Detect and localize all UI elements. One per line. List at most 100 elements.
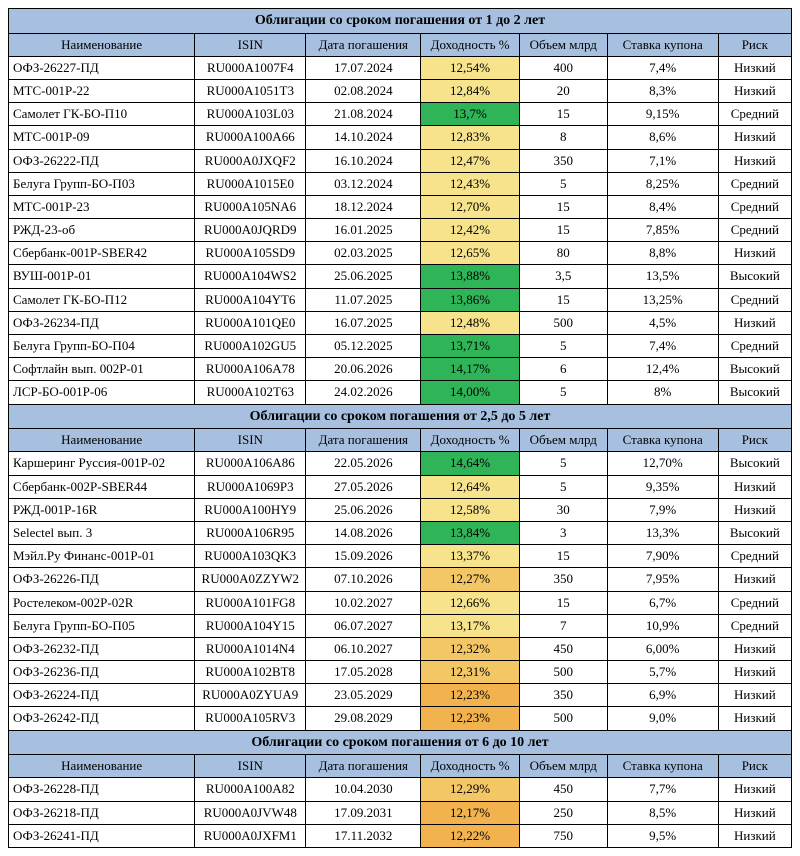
- column-header: Дата погашения: [306, 429, 421, 452]
- cell-date: 07.10.2026: [306, 568, 421, 591]
- column-header: Объем млрд: [519, 755, 607, 778]
- section-header: Облигации со сроком погашения от 1 до 2 …: [9, 9, 792, 34]
- cell-yield: 12,17%: [421, 801, 519, 824]
- cell-isin: RU000A105NA6: [195, 195, 306, 218]
- cell-name: ОФЗ-26218-ПД: [9, 801, 195, 824]
- cell-coupon: 7,4%: [607, 56, 718, 79]
- cell-yield: 12,31%: [421, 661, 519, 684]
- cell-date: 06.10.2027: [306, 637, 421, 660]
- cell-name: ОФЗ-26227-ПД: [9, 56, 195, 79]
- cell-yield: 13,84%: [421, 521, 519, 544]
- cell-risk: Высокий: [718, 265, 791, 288]
- cell-name: Selectel вып. 3: [9, 521, 195, 544]
- cell-volume: 5: [519, 335, 607, 358]
- cell-risk: Средний: [718, 545, 791, 568]
- column-header-row: НаименованиеISINДата погашенияДоходность…: [9, 429, 792, 452]
- cell-date: 06.07.2027: [306, 614, 421, 637]
- cell-risk: Средний: [718, 172, 791, 195]
- cell-risk: Средний: [718, 288, 791, 311]
- table-row: ОФЗ-26227-ПДRU000A1007F417.07.202412,54%…: [9, 56, 792, 79]
- cell-yield: 13,88%: [421, 265, 519, 288]
- cell-coupon: 7,9%: [607, 498, 718, 521]
- cell-risk: Высокий: [718, 358, 791, 381]
- cell-yield: 12,48%: [421, 311, 519, 334]
- table-row: РЖД-001Р-16RRU000A100HY925.06.202612,58%…: [9, 498, 792, 521]
- cell-date: 18.12.2024: [306, 195, 421, 218]
- cell-coupon: 13,3%: [607, 521, 718, 544]
- cell-isin: RU000A0JXQF2: [195, 149, 306, 172]
- cell-volume: 20: [519, 79, 607, 102]
- cell-name: Белуга Групп-БО-П03: [9, 172, 195, 195]
- cell-name: ОФЗ-26242-ПД: [9, 707, 195, 730]
- cell-name: МТС-001Р-22: [9, 79, 195, 102]
- cell-yield: 12,32%: [421, 637, 519, 660]
- table-row: ОФЗ-26226-ПДRU000A0ZZYW207.10.202612,27%…: [9, 568, 792, 591]
- column-header: ISIN: [195, 429, 306, 452]
- column-header: Риск: [718, 33, 791, 56]
- cell-name: ОФЗ-26236-ПД: [9, 661, 195, 684]
- cell-volume: 5: [519, 475, 607, 498]
- cell-yield: 12,83%: [421, 126, 519, 149]
- cell-isin: RU000A104WS2: [195, 265, 306, 288]
- cell-risk: Низкий: [718, 778, 791, 801]
- cell-coupon: 6,9%: [607, 684, 718, 707]
- cell-coupon: 9,5%: [607, 824, 718, 847]
- cell-volume: 350: [519, 568, 607, 591]
- cell-coupon: 7,90%: [607, 545, 718, 568]
- cell-risk: Низкий: [718, 126, 791, 149]
- column-header-row: НаименованиеISINДата погашенияДоходность…: [9, 755, 792, 778]
- cell-isin: RU000A0JVW48: [195, 801, 306, 824]
- table-row: Ростелеком-002Р-02RRU000A101FG810.02.202…: [9, 591, 792, 614]
- cell-risk: Средний: [718, 195, 791, 218]
- cell-yield: 13,86%: [421, 288, 519, 311]
- cell-date: 22.05.2026: [306, 452, 421, 475]
- cell-name: Каршеринг Руссия-001Р-02: [9, 452, 195, 475]
- cell-yield: 12,64%: [421, 475, 519, 498]
- cell-name: РЖД-001Р-16R: [9, 498, 195, 521]
- cell-volume: 15: [519, 103, 607, 126]
- cell-date: 16.07.2025: [306, 311, 421, 334]
- cell-volume: 400: [519, 56, 607, 79]
- cell-volume: 500: [519, 661, 607, 684]
- section-title: Облигации со сроком погашения от 2,5 до …: [9, 404, 792, 429]
- cell-yield: 12,23%: [421, 684, 519, 707]
- column-header: ISIN: [195, 755, 306, 778]
- cell-name: Софтлайн вып. 002Р-01: [9, 358, 195, 381]
- cell-risk: Низкий: [718, 824, 791, 847]
- cell-coupon: 10,9%: [607, 614, 718, 637]
- cell-name: ОФЗ-26228-ПД: [9, 778, 195, 801]
- cell-yield: 12,22%: [421, 824, 519, 847]
- table-row: ОФЗ-26218-ПДRU000A0JVW4817.09.203112,17%…: [9, 801, 792, 824]
- cell-date: 17.09.2031: [306, 801, 421, 824]
- cell-name: ОФЗ-26222-ПД: [9, 149, 195, 172]
- cell-name: Самолет ГК-БО-П10: [9, 103, 195, 126]
- column-header: Наименование: [9, 755, 195, 778]
- table-row: Белуга Групп-БО-П03RU000A1015E003.12.202…: [9, 172, 792, 195]
- cell-name: Ростелеком-002Р-02R: [9, 591, 195, 614]
- cell-isin: RU000A1015E0: [195, 172, 306, 195]
- cell-name: Белуга Групп-БО-П05: [9, 614, 195, 637]
- cell-yield: 12,58%: [421, 498, 519, 521]
- cell-isin: RU000A100HY9: [195, 498, 306, 521]
- cell-yield: 12,27%: [421, 568, 519, 591]
- cell-coupon: 8,5%: [607, 801, 718, 824]
- cell-date: 16.01.2025: [306, 219, 421, 242]
- column-header-row: НаименованиеISINДата погашенияДоходность…: [9, 33, 792, 56]
- cell-volume: 450: [519, 778, 607, 801]
- cell-yield: 12,29%: [421, 778, 519, 801]
- cell-coupon: 13,5%: [607, 265, 718, 288]
- cell-coupon: 8,6%: [607, 126, 718, 149]
- cell-isin: RU000A102GU5: [195, 335, 306, 358]
- cell-date: 21.08.2024: [306, 103, 421, 126]
- cell-coupon: 7,7%: [607, 778, 718, 801]
- cell-name: Белуга Групп-БО-П04: [9, 335, 195, 358]
- table-row: ОФЗ-26234-ПДRU000A101QE016.07.202512,48%…: [9, 311, 792, 334]
- cell-yield: 12,23%: [421, 707, 519, 730]
- cell-yield: 12,84%: [421, 79, 519, 102]
- cell-yield: 14,00%: [421, 381, 519, 404]
- cell-coupon: 5,7%: [607, 661, 718, 684]
- cell-coupon: 7,95%: [607, 568, 718, 591]
- cell-isin: RU000A0JQRD9: [195, 219, 306, 242]
- cell-risk: Низкий: [718, 498, 791, 521]
- cell-coupon: 8,8%: [607, 242, 718, 265]
